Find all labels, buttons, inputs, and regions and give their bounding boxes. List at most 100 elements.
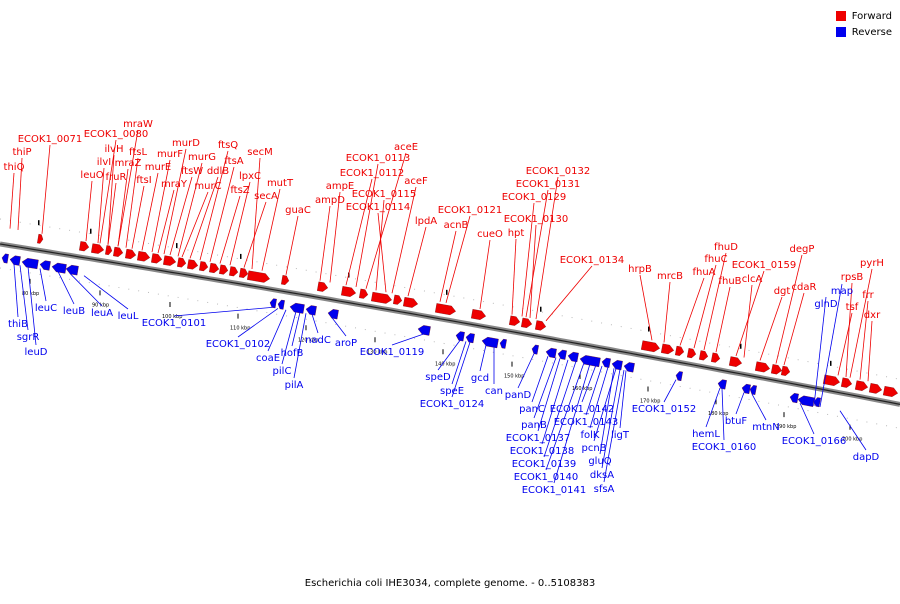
gene-label-ampd: ampD [315,195,345,206]
leader-line [799,402,815,435]
gene-label-leud: leuD [25,347,48,358]
forward-gene-arrow [675,345,685,356]
forward-gene-arrow [187,259,199,270]
reverse-gene-arrow [289,302,305,314]
reverse-gene-arrow [789,393,799,404]
forward-gene-arrow [247,270,270,283]
reverse-gene-arrow [269,298,277,309]
gene-label-folk: folK [581,430,600,441]
reverse-gene-arrow [545,347,557,359]
leader-line [177,162,203,257]
axis-label: 140 kbp [435,361,455,367]
leader-line [107,154,115,245]
forward-gene-arrow [37,233,44,244]
leader-line [17,157,23,230]
leader-line [169,176,193,256]
forward-gene-arrow [868,383,883,394]
leader-line [267,309,287,352]
gene-label-hrpb: hrpB [628,264,652,275]
forward-gene-arrow [780,365,791,376]
track-marker [648,326,650,332]
gene-label-degp: degP [790,244,815,255]
gene-label-heml: hemL [692,429,720,440]
leader-line [173,306,273,317]
leader-line [533,357,557,419]
leader-line [85,180,93,242]
leader-line [243,201,267,268]
leader-line [319,205,331,281]
gene-label-ampe: ampE [326,181,355,192]
leader-line [451,341,471,398]
axis-label: 100 kbp [162,314,182,320]
axis-label: 190 kbp [776,424,796,430]
leader-line [199,150,229,261]
gene-label-ecok1-0130: ECOK1_0130 [504,214,569,225]
legend-label-forward: Forward [851,10,892,22]
reverse-gene-arrow [51,262,67,274]
leader-line [759,296,783,361]
gene-label-map: map [831,286,853,297]
leader-line [603,370,625,483]
leader-line [543,361,577,458]
forward-gene-arrow [163,255,177,266]
gene-label-lpda: lpdA [415,216,437,227]
leader-line [517,353,535,389]
leader-line [581,364,597,403]
reverse-gene-arrow [277,299,285,310]
forward-gene-arrow [698,350,709,361]
gene-label-ftsl: ftsL [129,147,147,158]
track-marker [446,289,448,295]
gene-label-sped: speD [425,372,451,383]
leader-line [375,199,385,291]
reverse-gene-arrow [305,305,317,316]
gene-label-ftsz: ftsZ [230,185,249,196]
gene-label-murf: murF [157,149,183,160]
gene-label-cdar: cdaR [792,282,817,293]
gene-label-ecok1-0152: ECOK1_0152 [632,404,697,415]
gene-label-pyrh: pyrH [860,258,884,269]
forward-gene-arrow [728,356,743,367]
reverse-gene-arrow [675,371,683,381]
forward-track [0,218,900,380]
leader-line [19,265,29,331]
leader-line [345,178,373,286]
forward-gene-arrow [105,245,113,256]
forward-gene-arrow [770,364,783,375]
gene-label-pilc: pilC [273,366,292,377]
leader-line [355,163,379,288]
reverse-gene-arrow [417,325,431,336]
gene-label-murd: murD [172,138,200,149]
forward-gene-arrow [125,248,137,260]
reverse-gene-arrow [813,397,821,408]
leader-line [293,313,307,379]
leader-line [545,265,593,322]
leader-line [151,159,171,253]
leader-line [813,296,827,406]
leader-line [439,230,457,302]
leader-line [285,215,299,275]
gene-label-ecok1-0142: ECOK1_0142 [550,404,615,415]
forward-gene-arrow [219,264,229,275]
leader-line [331,317,347,337]
gene-label-ecok1-0143: ECOK1_0143 [554,417,619,428]
gene-label-thiq: thiQ [4,162,25,173]
axis-label: 130 kbp [367,349,387,355]
leader-line [69,273,103,307]
leader-line [743,284,753,358]
legend-label-reverse: Reverse [851,26,892,38]
leader-line [41,144,51,234]
leader-line [839,410,867,451]
gene-label-ecok1-0137: ECOK1_0137 [506,433,571,444]
leader-line [735,392,745,415]
leader-line [663,281,671,343]
gene-label-ecok1-0124: ECOK1_0124 [420,399,485,410]
leader-line [83,275,129,310]
gene-label-ilvi: ilvI [97,157,111,168]
leader-line [445,215,471,303]
gene-label-thip: thiP [12,147,31,158]
gene-label-mray: mraY [161,179,188,190]
leader-line [783,292,805,366]
gene-label-murc: murC [194,181,221,192]
